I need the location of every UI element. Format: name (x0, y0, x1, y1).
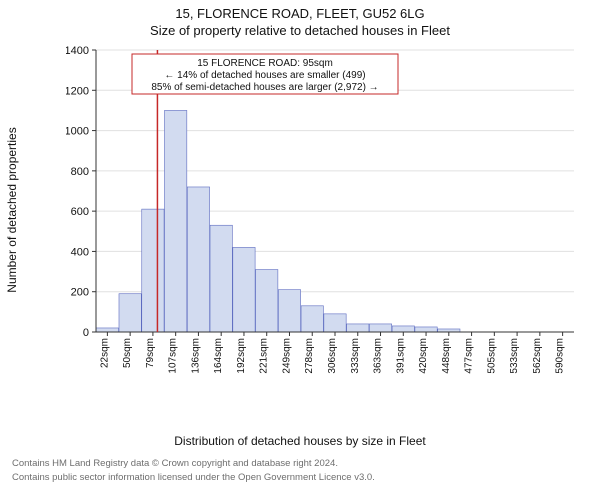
y-tick-label: 1200 (66, 85, 89, 97)
y-tick-label: 1400 (66, 46, 89, 57)
histogram-bar (278, 290, 300, 332)
x-tick-label: 221sqm (259, 338, 270, 374)
x-tick-label: 448sqm (441, 338, 452, 374)
x-tick-label: 420sqm (418, 338, 429, 374)
x-tick-label: 363sqm (373, 338, 384, 374)
y-tick-label: 600 (71, 206, 89, 218)
page-subtitle: Size of property relative to detached ho… (0, 21, 600, 38)
histogram-bar (142, 209, 164, 332)
x-tick-label: 249sqm (281, 338, 292, 374)
y-tick-label: 400 (71, 246, 89, 258)
histogram-bar (165, 110, 187, 332)
y-tick-label: 1000 (66, 126, 89, 138)
histogram-chart: 0 200 400 600 800 1000 1200 1400 22sqm 50sqm 79sqm… (66, 46, 578, 384)
footer-copyright-1: Contains HM Land Registry data © Crown c… (12, 458, 588, 469)
histogram-bar (369, 324, 391, 332)
callout-line-2: ← 14% of detached houses are smaller (49… (164, 70, 365, 81)
x-tick-label: 107sqm (168, 338, 179, 374)
y-tick-label: 800 (71, 166, 89, 178)
histogram-bar (233, 247, 255, 332)
x-tick-label: 22sqm (99, 338, 110, 368)
x-tick-label: 278sqm (304, 338, 315, 374)
x-tick-label: 505sqm (486, 338, 497, 374)
histogram-bar (347, 324, 369, 332)
footer-copyright-2: Contains public sector information licen… (12, 472, 588, 483)
y-axis-label: Number of detached properties (5, 127, 19, 292)
histogram-bar (324, 314, 346, 332)
callout-line-3: 85% of semi-detached houses are larger (… (151, 82, 378, 93)
histogram-bar (256, 270, 278, 332)
x-tick-label: 79sqm (145, 338, 156, 368)
histogram-bar (96, 328, 118, 332)
chart-area: 0 200 400 600 800 1000 1200 1400 22sqm 50sqm 79sqm… (66, 46, 578, 384)
x-tick-label: 333sqm (350, 338, 361, 374)
x-tick-label: 391sqm (395, 338, 406, 374)
histogram-bar (210, 225, 232, 332)
x-tick-label: 533sqm (509, 338, 520, 374)
x-tick-label: 590sqm (555, 338, 566, 374)
y-tick-label: 0 (83, 327, 89, 339)
x-tick-label: 562sqm (532, 338, 543, 374)
x-tick-label: 477sqm (464, 338, 475, 374)
x-tick-label: 50sqm (122, 338, 133, 368)
callout-line-1: 15 FLORENCE ROAD: 95sqm (197, 58, 333, 69)
histogram-bar (119, 294, 141, 332)
x-tick-label: 306sqm (327, 338, 338, 374)
histogram-bar (415, 327, 437, 332)
histogram-bar (392, 326, 414, 332)
page-title: 15, FLORENCE ROAD, FLEET, GU52 6LG (0, 0, 600, 21)
x-tick-label: 192sqm (236, 338, 247, 374)
histogram-bar (301, 306, 323, 332)
histogram-bar (187, 187, 209, 332)
x-tick-label: 136sqm (190, 338, 201, 374)
y-tick-label: 200 (71, 287, 89, 299)
x-axis-label: Distribution of detached houses by size … (0, 434, 600, 448)
x-tick-label: 164sqm (213, 338, 224, 374)
